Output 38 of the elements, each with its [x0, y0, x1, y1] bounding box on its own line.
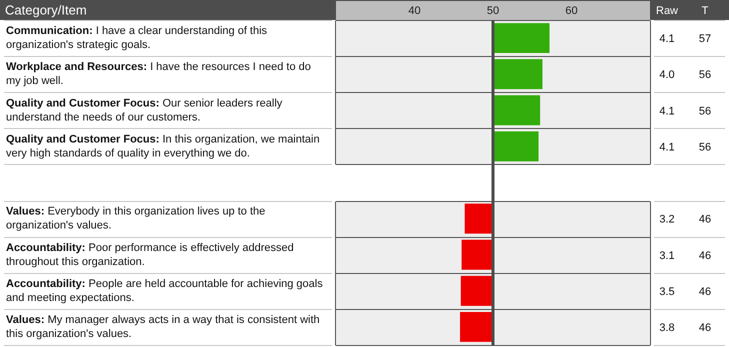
x-tick-label: 40 [408, 5, 421, 18]
y-tick-label: Values: My manager always acts in a way that is consistent with this organization's values. [6, 314, 320, 340]
text: 4.1 [659, 105, 675, 118]
y-tick-label: Quality and Customer Focus: Our senior leaders really understand the needs of our customers. [6, 97, 283, 124]
y-tick-label: Communication: I have a clear understanding of this organization's strategic goals. [6, 25, 268, 52]
bar [493, 59, 542, 90]
y-tick-label: Values: Everybody in this organization lives up to the organization's values. [6, 206, 266, 232]
bar [460, 312, 493, 342]
data-label: 46 [698, 250, 712, 262]
x-tick-label: 60 [565, 5, 578, 18]
y-tick-label: Quality and Customer Focus: In this organization, we maintain very high standards of quality in everything we do. [6, 133, 320, 160]
bar [464, 204, 493, 234]
data-label: 56 [698, 69, 712, 82]
data-label: 46 [698, 286, 712, 298]
text: 4.1 [659, 33, 675, 46]
text: Raw [656, 5, 678, 18]
data-label: 46 [698, 322, 712, 334]
bar [493, 23, 550, 54]
text: 3.2 [659, 214, 675, 226]
text: T [702, 5, 709, 18]
text: 3.8 [659, 322, 675, 334]
text: 4.0 [659, 69, 675, 82]
text: 3.1 [659, 250, 675, 262]
y-tick-label: Accountability: People are held accountable for achieving goals and meeting expectations. [6, 278, 324, 304]
bar [462, 240, 493, 270]
bar [460, 276, 493, 306]
y-tick-label: Accountability: Poor performance is effectively addressed throughout this organization. [6, 242, 294, 268]
data-label: 56 [698, 141, 712, 154]
data-label: 57 [698, 33, 712, 46]
bar [493, 131, 539, 162]
text: 4.1 [659, 141, 675, 154]
data-label: 46 [698, 214, 712, 226]
data-label: 56 [698, 105, 712, 118]
x-tick-label: 50 [486, 5, 500, 18]
bar [493, 95, 540, 126]
text: 3.5 [659, 286, 675, 298]
category-label: Workplace and Resources: I have the resources I need to do my job well. [6, 61, 311, 88]
y-axis-title: Category/Item [5, 2, 87, 18]
